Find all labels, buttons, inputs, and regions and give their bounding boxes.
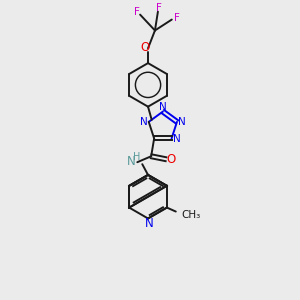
- Text: N: N: [159, 102, 167, 112]
- Text: F: F: [174, 13, 180, 22]
- Text: N: N: [140, 117, 148, 127]
- Text: N: N: [173, 134, 180, 144]
- Text: F: F: [156, 3, 162, 13]
- Text: O: O: [140, 41, 150, 54]
- Text: N: N: [145, 217, 153, 230]
- Text: CH₃: CH₃: [182, 209, 201, 220]
- Text: N: N: [127, 155, 136, 168]
- Text: N: N: [178, 117, 186, 127]
- Text: F: F: [134, 7, 140, 17]
- Text: H: H: [133, 152, 140, 162]
- Text: O: O: [166, 153, 176, 166]
